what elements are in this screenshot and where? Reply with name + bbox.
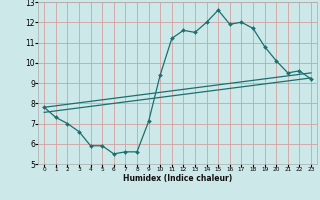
X-axis label: Humidex (Indice chaleur): Humidex (Indice chaleur) [123, 174, 232, 183]
